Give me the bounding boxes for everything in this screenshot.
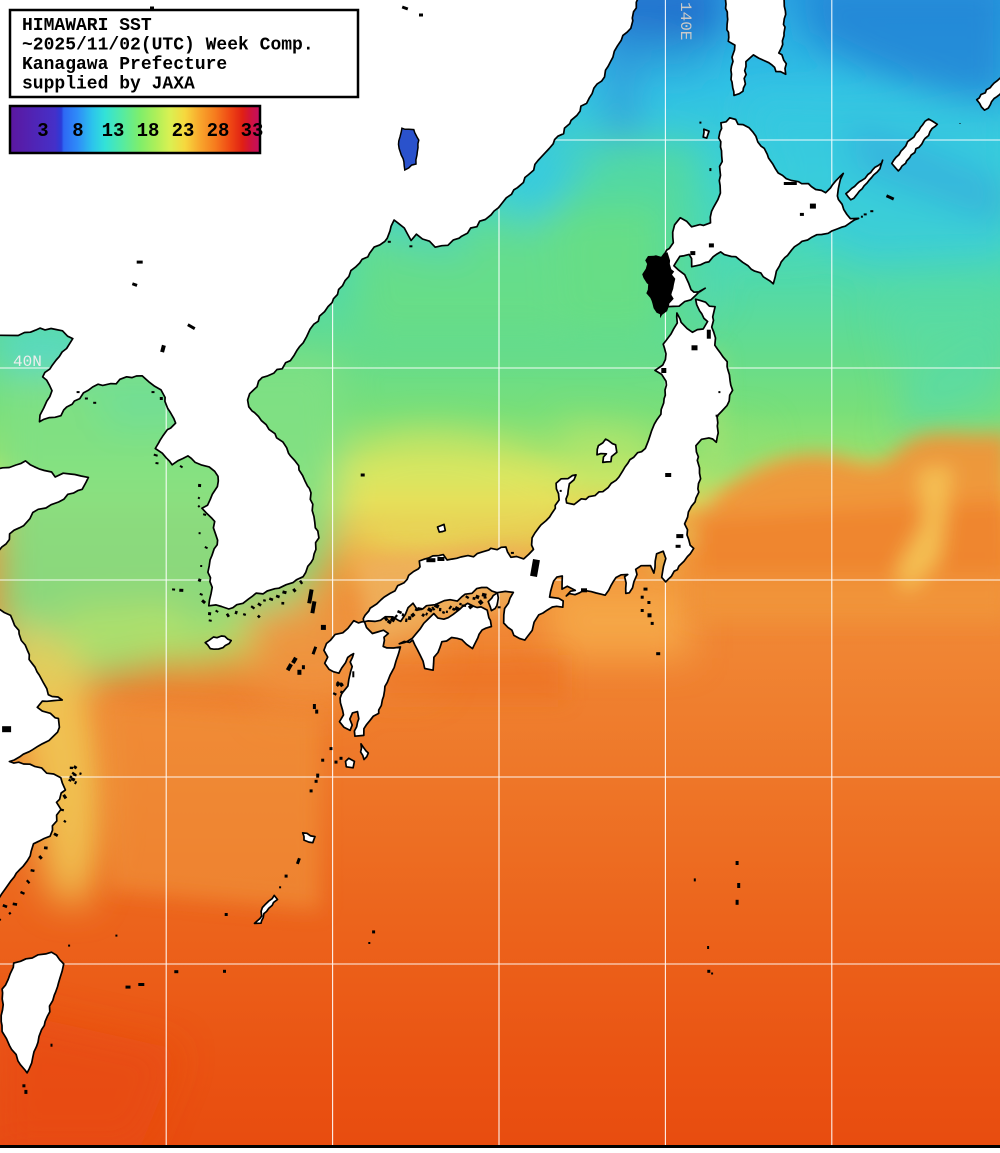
svg-text:140E: 140E [676,2,694,40]
svg-text:3: 3 [37,120,48,142]
svg-text:23: 23 [172,120,195,142]
svg-text:40N: 40N [13,353,42,371]
svg-text:33: 33 [241,120,264,142]
svg-text:18: 18 [137,120,160,142]
svg-text:HIMAWARI SST: HIMAWARI SST [22,16,152,36]
svg-text:supplied by JAXA: supplied by JAXA [22,75,195,95]
svg-text:13: 13 [102,120,125,142]
svg-text:28: 28 [207,120,230,142]
svg-text:8: 8 [72,120,83,142]
svg-text:Kanagawa Prefecture: Kanagawa Prefecture [22,55,227,75]
svg-text:~2025/11/02(UTC) Week Comp.: ~2025/11/02(UTC) Week Comp. [22,36,314,56]
